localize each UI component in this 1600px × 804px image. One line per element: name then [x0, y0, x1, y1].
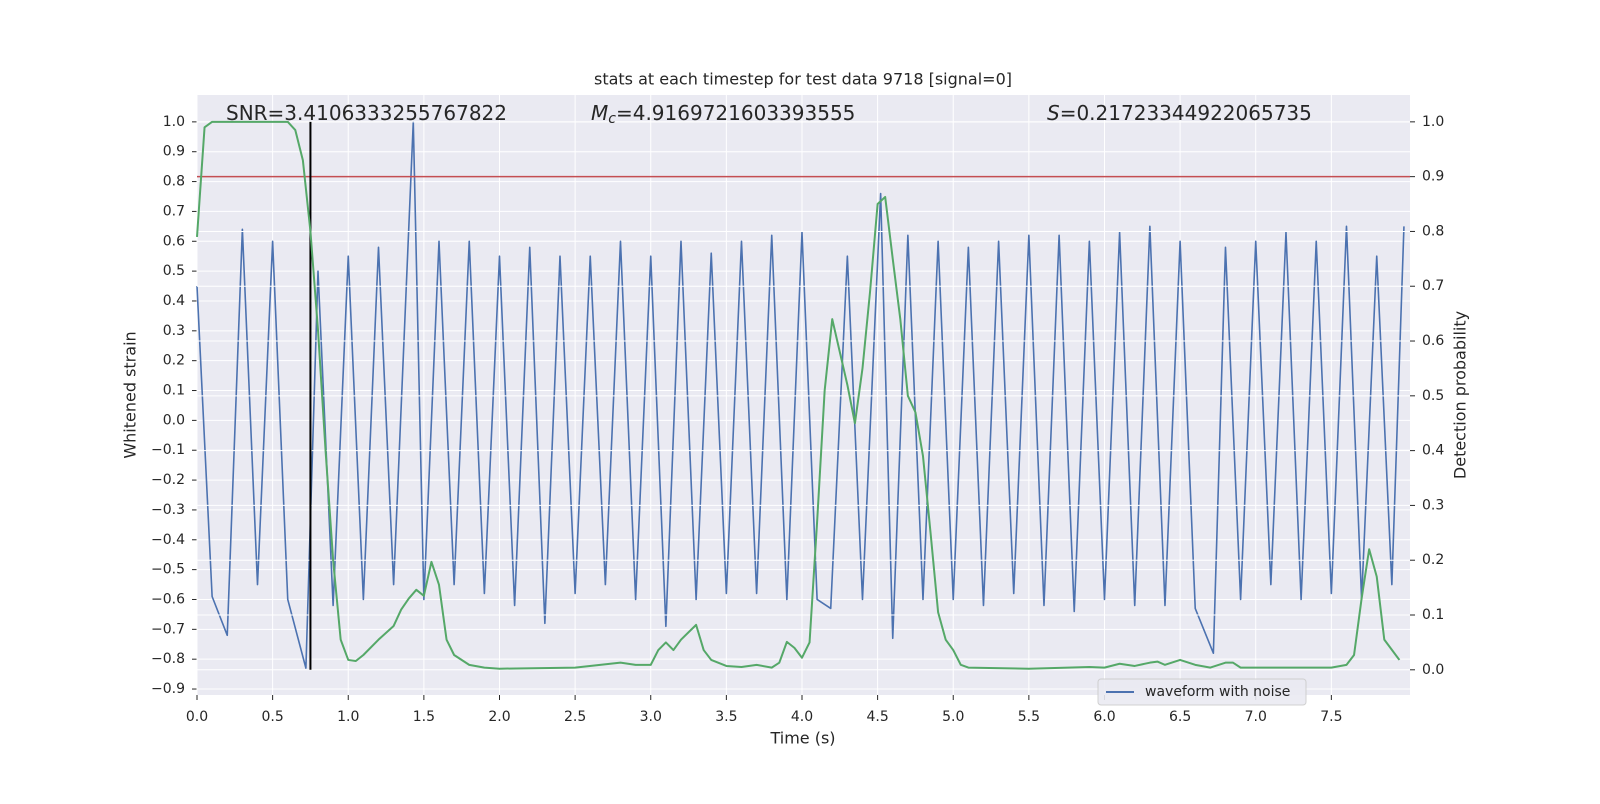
x-tick-label: 0.5	[261, 709, 283, 725]
y-tick-label: −0.7	[151, 621, 185, 637]
y-tick-label: −0.6	[151, 591, 185, 607]
waveform-line	[196, 121, 1405, 669]
x-tick-label: 5.5	[1018, 709, 1040, 725]
x-axis-label: Time (s)	[769, 729, 835, 748]
y2-axis-label: Detection probability	[1451, 311, 1470, 479]
y-axis-label: Whitened strain	[121, 331, 140, 458]
plot-area	[197, 95, 1410, 695]
x-tick-label: 1.0	[337, 709, 359, 725]
y-tick-label: 0.4	[163, 293, 185, 309]
x-tick-label: 4.0	[791, 709, 813, 725]
y2-tick-label: 0.8	[1422, 223, 1444, 239]
annotation-part: SNR=3.4106333255767822	[226, 101, 507, 125]
annotation-part: =0.21723344922065735	[1060, 101, 1312, 125]
x-tick-label: 0.0	[186, 709, 208, 725]
y-tick-label: 0.5	[163, 263, 185, 279]
y-tick-label: 0.9	[163, 144, 185, 160]
x-tick-label: 3.5	[715, 709, 737, 725]
y2-tick-label: 0.2	[1422, 552, 1444, 568]
y-tick-label: 1.0	[163, 114, 185, 130]
annotation: SNR=3.4106333255767822	[226, 101, 507, 125]
y-tick-label: 0.2	[163, 353, 185, 369]
y2-tick-label: 0.9	[1422, 169, 1444, 185]
y2-tick-label: 0.7	[1422, 278, 1444, 294]
y-tick-label: 0.6	[163, 233, 185, 249]
x-tick-label: 5.0	[942, 709, 964, 725]
x-tick-label: 7.5	[1320, 709, 1342, 725]
y-tick-label: −0.1	[151, 442, 185, 458]
chart-title: stats at each timestep for test data 971…	[594, 70, 1012, 89]
x-tick-label: 6.5	[1169, 709, 1191, 725]
y-tick-label: 0.7	[163, 203, 185, 219]
y2-tick-label: 1.0	[1422, 114, 1444, 130]
annotation-part: c	[608, 111, 616, 127]
y-tick-label: 0.1	[163, 383, 185, 399]
y-tick-label: −0.4	[151, 532, 185, 548]
probability-line	[196, 120, 1401, 670]
legend-box	[1097, 678, 1307, 706]
y2-tick-label: 0.0	[1422, 662, 1444, 678]
y-tick-label: −0.9	[151, 681, 185, 697]
y-tick-label: 0.8	[163, 174, 185, 190]
x-tick-label: 2.0	[488, 709, 510, 725]
x-tick-label: 4.5	[866, 709, 888, 725]
y2-tick-label: 0.4	[1422, 443, 1444, 459]
x-tick-label: 2.5	[564, 709, 586, 725]
x-tick-label: 1.5	[413, 709, 435, 725]
y2-tick-label: 0.3	[1422, 497, 1444, 513]
y-tick-label: −0.2	[151, 472, 185, 488]
y-tick-label: −0.8	[151, 651, 185, 667]
x-tick-label: 7.0	[1245, 709, 1267, 725]
annotation-part: =4.9169721603393555	[616, 101, 855, 125]
legend-label: waveform with noise	[1145, 684, 1290, 700]
y-tick-label: 0.0	[163, 412, 185, 428]
y2-tick-label: 0.6	[1422, 333, 1444, 349]
annotation-part: S	[1047, 101, 1060, 125]
y-tick-label: −0.3	[151, 502, 185, 518]
y-tick-label: −0.5	[151, 562, 185, 578]
annotation: S=0.21723344922065735	[1047, 101, 1312, 125]
x-tick-label: 6.0	[1093, 709, 1115, 725]
y2-tick-label: 0.1	[1422, 607, 1444, 623]
x-tick-label: 3.0	[640, 709, 662, 725]
annotation-part: M	[591, 101, 608, 125]
y-tick-label: 0.3	[163, 323, 185, 339]
annotation: Mc=4.9169721603393555	[591, 101, 855, 128]
y2-tick-label: 0.5	[1422, 388, 1444, 404]
